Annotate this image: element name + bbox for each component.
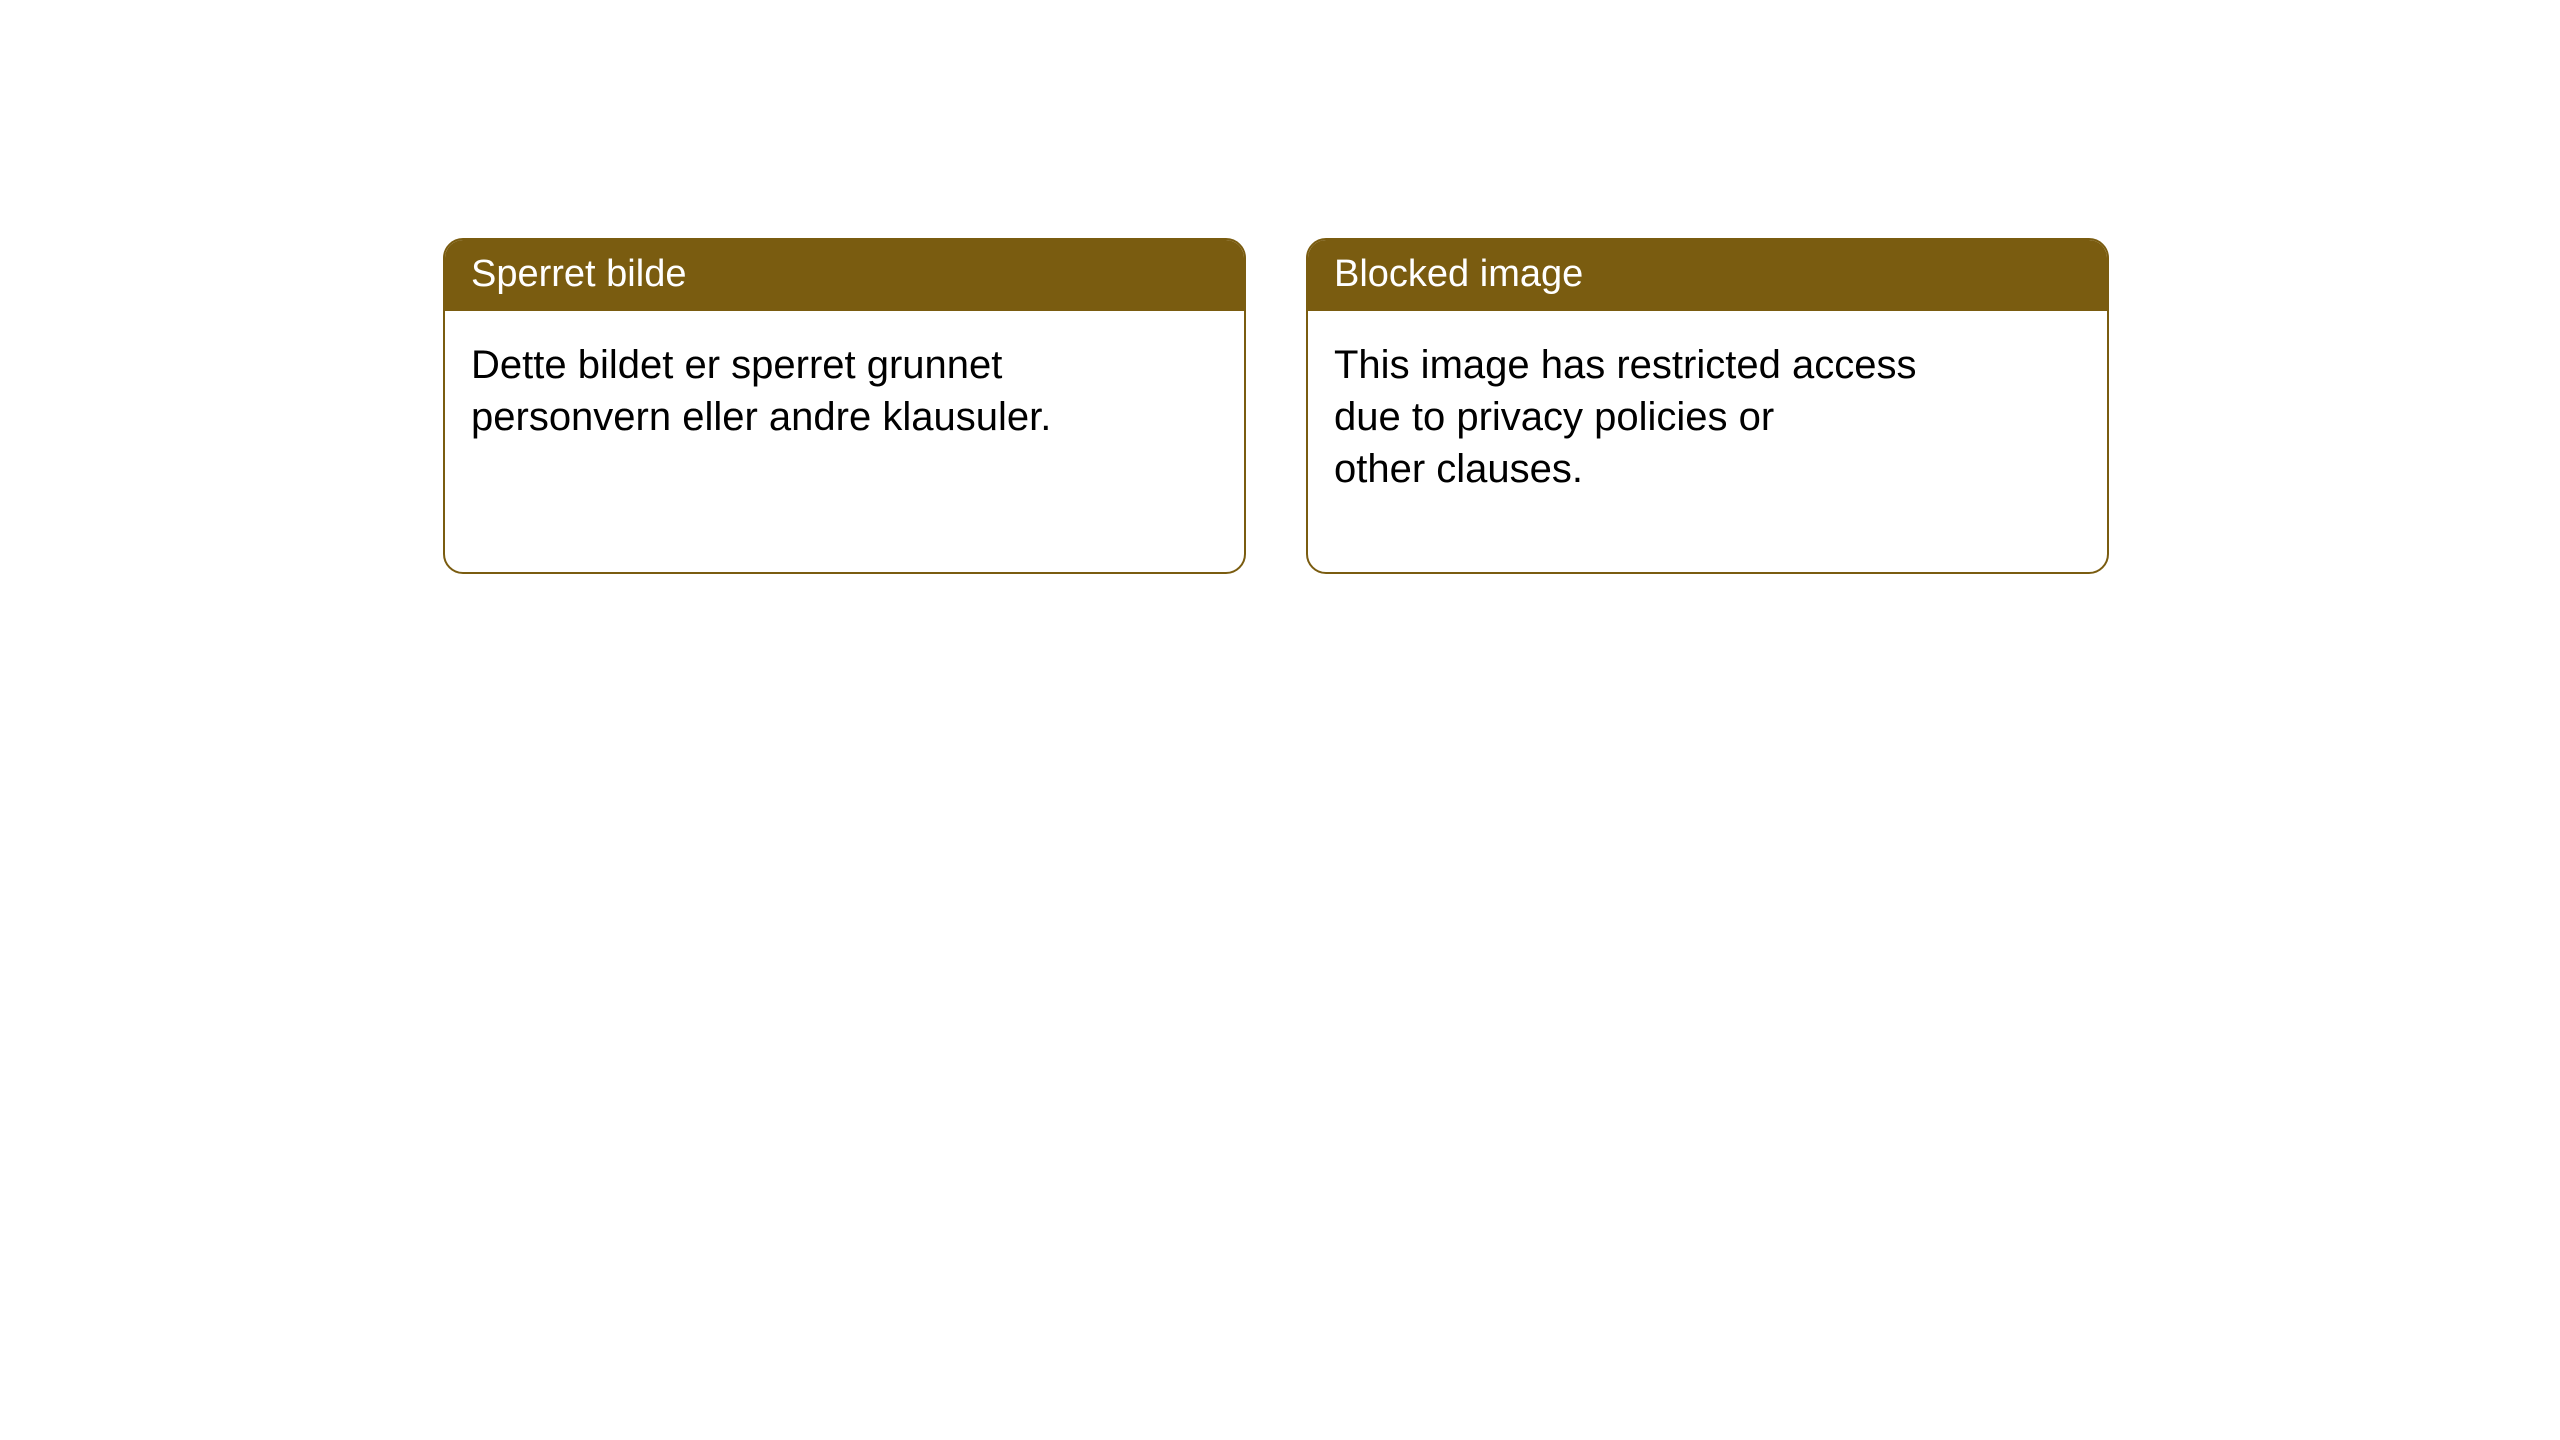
cards-container: Sperret bilde Dette bildet er sperret gr… (443, 238, 2109, 574)
card-header: Blocked image (1308, 240, 2107, 311)
card-body: Dette bildet er sperret grunnet personve… (445, 311, 1244, 471)
card-english: Blocked image This image has restricted … (1306, 238, 2109, 574)
card-body: This image has restricted access due to … (1308, 311, 2107, 523)
card-norwegian: Sperret bilde Dette bildet er sperret gr… (443, 238, 1246, 574)
card-header: Sperret bilde (445, 240, 1244, 311)
